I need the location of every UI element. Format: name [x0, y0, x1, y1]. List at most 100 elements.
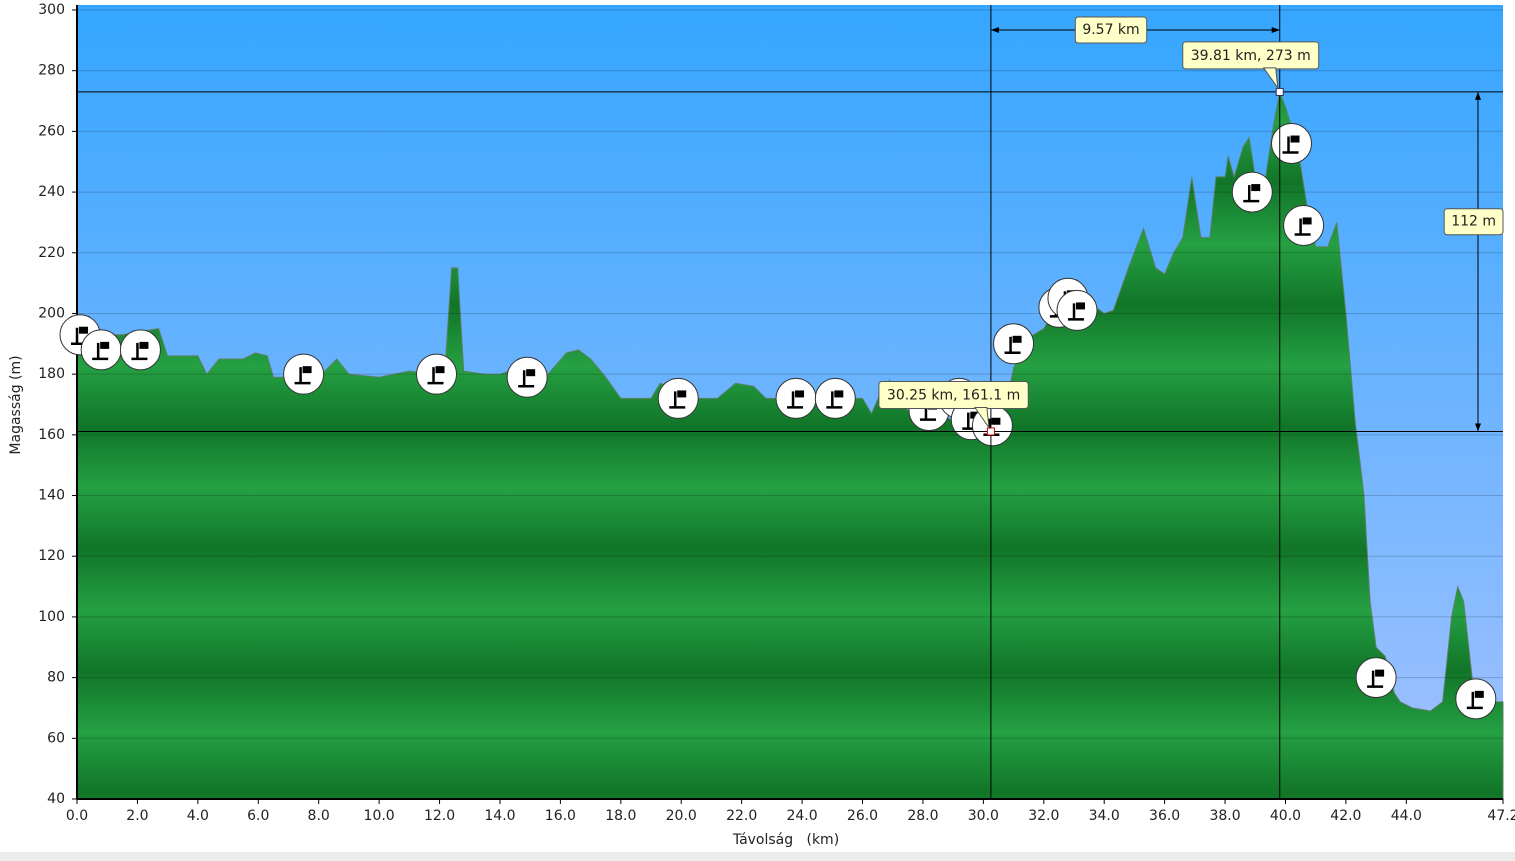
waypoint: [1455, 678, 1497, 720]
waypoint-flag: [1294, 218, 1311, 236]
x-tick-label: 14.0: [484, 808, 515, 824]
y-tick-label: 160: [38, 427, 65, 443]
y-tick-label: 180: [38, 366, 65, 382]
waypoint-circle: [1355, 657, 1397, 699]
x-tick-label: 10.0: [364, 808, 395, 824]
waypoint-flag: [92, 342, 109, 361]
waypoint-flag: [1302, 217, 1312, 225]
x-axis-label: Távolság (km): [732, 832, 839, 848]
y-tick-label: 80: [47, 670, 65, 686]
waypoint: [283, 353, 325, 395]
y-tick-label: 140: [38, 488, 65, 504]
waypoint: [1271, 123, 1313, 165]
x-tick-label: 40.0: [1270, 808, 1301, 824]
waypoint-circle: [506, 356, 548, 398]
waypoint-circle: [80, 329, 122, 371]
x-tick-label: 18.0: [605, 808, 636, 824]
waypoint-flag: [1004, 336, 1021, 355]
y-tick-label: 40: [47, 791, 65, 807]
waypoint-flag: [1290, 135, 1300, 143]
waypoint-circle: [1283, 204, 1325, 246]
x-tick-label: 44.0: [1391, 808, 1422, 824]
waypoint-flag: [100, 341, 110, 349]
x-tick-label: 36.0: [1149, 808, 1180, 824]
bottom-strip: [0, 852, 1515, 861]
waypoint-flag: [79, 326, 89, 334]
waypoint-circle: [119, 329, 161, 371]
waypoint-flag: [826, 391, 843, 409]
y-tick-label: 240: [38, 184, 65, 200]
waypoint-flag: [991, 417, 1001, 425]
x-tick-label: 12.0: [424, 808, 455, 824]
x-tick-label: 26.0: [847, 808, 878, 824]
point-label: 39.81 km, 273 m: [1191, 48, 1311, 64]
waypoint-flag: [294, 367, 311, 385]
x-tick-label: 38.0: [1209, 808, 1240, 824]
waypoint: [1056, 289, 1098, 331]
waypoint-circle: [775, 377, 817, 419]
waypoint-circle: [416, 353, 458, 395]
waypoint-flag: [1466, 691, 1483, 710]
waypoint-flag: [1012, 335, 1022, 343]
waypoint: [814, 377, 856, 419]
dy-label-box: [1443, 208, 1504, 236]
waypoint-flag: [1375, 669, 1385, 677]
x-tick-label: 2.0: [126, 808, 148, 824]
y-tick-label: 60: [47, 730, 65, 746]
waypoint-flag: [787, 391, 804, 409]
x-tick-label: 6.0: [247, 808, 269, 824]
x-tick-label: 8.0: [308, 808, 330, 824]
x-tick-label: 0.0: [66, 808, 88, 824]
waypoint-flag: [526, 369, 536, 377]
point-label-box: [878, 381, 1029, 410]
waypoint: [1355, 657, 1397, 699]
waypoint: [506, 356, 548, 398]
point-label-pointer: [973, 407, 990, 430]
x-tick-label: 42.0: [1330, 808, 1361, 824]
y-tick-label: 300: [38, 2, 65, 18]
waypoint: [416, 353, 458, 395]
y-tick-label: 260: [38, 123, 65, 139]
waypoint-flag: [302, 366, 312, 374]
waypoint-flag: [795, 390, 805, 398]
waypoint: [657, 377, 699, 419]
waypoint-flag: [834, 390, 844, 398]
x-tick-label: 24.0: [786, 808, 817, 824]
waypoint: [119, 329, 161, 371]
x-tick-label: 4.0: [187, 808, 209, 824]
dx-label-box: [1074, 16, 1148, 44]
x-tick-label: 30.0: [968, 808, 999, 824]
y-tick-label: 280: [38, 63, 65, 79]
waypoint-flag: [669, 391, 686, 409]
waypoint-circle: [993, 323, 1035, 365]
dx-label: 9.57 km: [1082, 22, 1139, 38]
waypoint-circle: [814, 377, 856, 419]
y-tick-label: 120: [38, 548, 65, 564]
x-tick-label: 34.0: [1089, 808, 1120, 824]
waypoint-flag: [139, 341, 149, 349]
waypoint-circle: [1455, 678, 1497, 720]
waypoint-flag: [518, 370, 535, 388]
x-tick-label: 28.0: [907, 808, 938, 824]
crosshair-point: [986, 427, 995, 436]
y-tick-label: 220: [38, 245, 65, 261]
point-label-pointer: [1262, 67, 1279, 90]
point-label-box: [1182, 41, 1320, 70]
waypoint-flag: [1474, 690, 1484, 698]
waypoint: [775, 377, 817, 419]
waypoint-circle: [1271, 123, 1313, 165]
waypoint-flag: [1367, 670, 1384, 688]
x-tick-label: 22.0: [726, 808, 757, 824]
crosshair-point: [1275, 87, 1284, 96]
waypoint: [993, 323, 1035, 365]
waypoint-flag: [131, 342, 148, 361]
dy-label: 112 m: [1451, 214, 1496, 230]
waypoint-flag: [677, 390, 687, 398]
waypoint: [1283, 204, 1325, 246]
waypoint-circle: [283, 353, 325, 395]
waypoint-flag: [1251, 184, 1261, 192]
waypoint: [80, 329, 122, 371]
waypoint-flag: [435, 366, 445, 374]
waypoint-circle: [1231, 171, 1273, 213]
